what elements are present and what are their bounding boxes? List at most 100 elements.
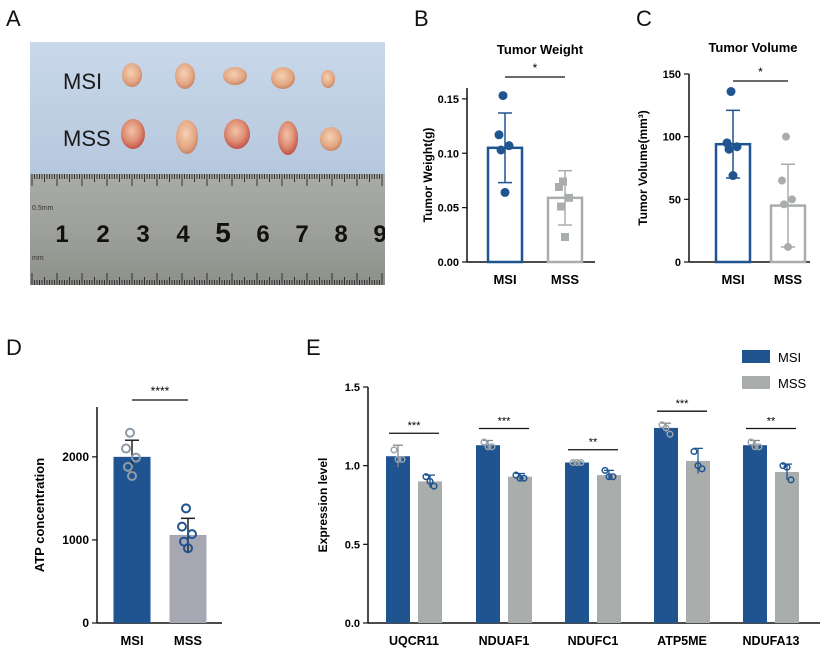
x-tick-label-msi: MSI <box>493 272 516 287</box>
significance-label: ** <box>589 437 598 449</box>
bar-msi <box>386 456 410 623</box>
y-tick-label: 0.15 <box>438 94 459 106</box>
legend-label-msi: MSI <box>778 350 801 365</box>
y-tick-label: 0 <box>675 257 681 269</box>
tumor-mss-1 <box>121 119 145 149</box>
data-point <box>187 529 197 540</box>
significance-label: *** <box>498 415 512 427</box>
data-point <box>577 458 585 467</box>
data-point <box>728 171 738 181</box>
y-tick-label: 0.5 <box>345 539 360 551</box>
ruler-number: 7 <box>295 221 308 248</box>
tumor-mss-2 <box>176 120 198 154</box>
ruler-number: 4 <box>176 221 190 248</box>
bar-mss <box>418 481 442 623</box>
data-point <box>496 145 506 155</box>
x-tick-label: UQCR11 <box>389 634 439 648</box>
x-tick-label: ATP5ME <box>657 634 707 648</box>
data-point <box>747 438 755 446</box>
tumor-mss-5 <box>320 127 342 151</box>
bar-msi <box>565 462 589 623</box>
data-point <box>724 144 734 154</box>
data-point <box>516 474 524 482</box>
data-point <box>131 452 141 463</box>
data-point <box>573 458 581 467</box>
panel-label-a: A <box>6 6 21 31</box>
data-point <box>609 473 617 481</box>
chart-atp-concentration: 0 1000 2000 ATP concentration MSI MSS **** <box>32 384 222 648</box>
data-point <box>498 91 508 101</box>
bar-msi <box>113 456 151 623</box>
x-tick-label: NDUFC1 <box>568 634 619 648</box>
bar-msi <box>743 445 767 623</box>
y-tick-label: 0.0 <box>345 618 360 630</box>
data-point <box>398 455 406 463</box>
data-point <box>788 195 796 204</box>
data-point <box>755 443 763 451</box>
x-tick-label-mss: MSS <box>774 272 803 287</box>
x-tick-label-mss: MSS <box>174 633 203 648</box>
legend-swatch-mss <box>742 376 770 389</box>
y-axis-label: Tumor Weight(g) <box>421 128 435 223</box>
mss-tumors <box>121 119 342 155</box>
data-point <box>698 465 706 473</box>
data-point <box>569 458 577 467</box>
ruler-number: 9 <box>373 221 385 248</box>
y-axis-label: Tumor Volume(mm³) <box>636 110 650 226</box>
ruler-unit-label-2: mm <box>32 255 44 262</box>
y-tick-label: 100 <box>663 132 681 144</box>
ruler-number: 6 <box>256 221 269 248</box>
x-tick-label: NDUAF1 <box>479 634 530 648</box>
y-tick-label: 2000 <box>62 450 89 464</box>
significance-label: * <box>758 65 763 79</box>
panel-label-c: C <box>636 6 652 31</box>
x-tick-label-msi: MSI <box>721 272 744 287</box>
tumor-msi-3 <box>223 67 247 85</box>
data-point <box>726 87 736 97</box>
x-tick-label-mss: MSS <box>551 272 580 287</box>
y-tick-label: 50 <box>669 194 681 206</box>
tumor-msi-2 <box>175 63 195 89</box>
ruler-number: 8 <box>334 221 347 248</box>
tumor-mss-3 <box>224 119 250 149</box>
bar-msi <box>654 427 678 623</box>
legend-swatch-msi <box>742 350 770 363</box>
data-point <box>123 461 133 472</box>
data-point <box>605 473 613 481</box>
row-label-msi: MSI <box>63 69 102 94</box>
x-tick-label: NDUFA13 <box>743 634 800 648</box>
y-tick-label: 0.10 <box>438 148 459 160</box>
ruler <box>30 174 385 285</box>
data-point <box>390 446 398 454</box>
photo-background <box>30 42 385 174</box>
ruler-number: 1 <box>55 221 68 248</box>
legend-label-mss: MSS <box>778 376 807 391</box>
row-label-mss: MSS <box>63 126 111 151</box>
data-point <box>504 141 514 151</box>
chart-tumor-weight: Tumor Weight 0.00 0.05 0.10 0.15 Tumor Weight… <box>421 42 595 287</box>
bar-mss <box>686 460 710 623</box>
ruler-unit-label: 0.5mm <box>32 205 54 212</box>
y-tick-label: 0.00 <box>438 257 459 269</box>
data-point <box>121 443 131 454</box>
data-point <box>784 242 792 251</box>
data-point <box>181 503 191 514</box>
data-point <box>494 130 504 140</box>
data-point <box>488 443 496 451</box>
data-point <box>666 430 674 438</box>
panel-label-d: D <box>6 335 22 360</box>
data-point <box>555 182 563 191</box>
y-tick-label: 1000 <box>62 533 89 547</box>
data-point <box>520 474 528 482</box>
panel-label-e: E <box>306 335 321 360</box>
data-point <box>782 132 790 141</box>
data-point <box>480 438 488 446</box>
tumor-msi-4 <box>271 67 295 89</box>
data-point <box>559 177 567 186</box>
y-tick-label: 1.5 <box>345 382 360 394</box>
data-point <box>787 476 795 484</box>
chart-title: Tumor Weight <box>497 42 584 57</box>
data-point <box>778 176 786 185</box>
data-point <box>125 427 135 438</box>
y-axis-label: Expression level <box>316 458 330 553</box>
